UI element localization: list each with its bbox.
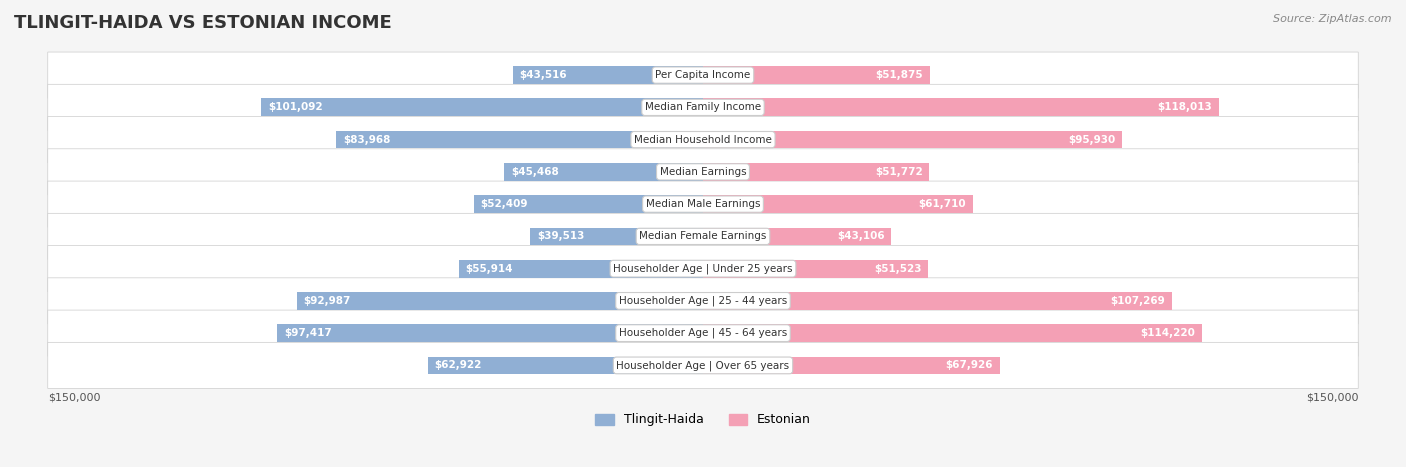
Bar	[703, 260, 928, 277]
Text: TLINGIT-HAIDA VS ESTONIAN INCOME: TLINGIT-HAIDA VS ESTONIAN INCOME	[14, 14, 392, 32]
Text: $39,513: $39,513	[537, 231, 585, 241]
Bar	[277, 324, 703, 342]
FancyBboxPatch shape	[48, 246, 1358, 292]
Bar	[703, 66, 929, 84]
Text: $150,000: $150,000	[48, 393, 100, 403]
Text: $55,914: $55,914	[465, 264, 513, 274]
Bar	[703, 292, 1171, 310]
Bar	[703, 324, 1202, 342]
Text: $118,013: $118,013	[1157, 102, 1212, 113]
Bar	[530, 227, 703, 245]
Text: Median Female Earnings: Median Female Earnings	[640, 231, 766, 241]
Text: $97,417: $97,417	[284, 328, 332, 338]
Bar	[505, 163, 703, 181]
Text: $43,516: $43,516	[519, 70, 567, 80]
Bar	[429, 356, 703, 374]
FancyBboxPatch shape	[48, 181, 1358, 227]
Text: Source: ZipAtlas.com: Source: ZipAtlas.com	[1274, 14, 1392, 24]
Text: $114,220: $114,220	[1140, 328, 1195, 338]
Text: $51,523: $51,523	[875, 264, 921, 274]
Text: $52,409: $52,409	[481, 199, 529, 209]
Bar	[703, 131, 1122, 149]
Text: Householder Age | Over 65 years: Householder Age | Over 65 years	[616, 360, 790, 371]
FancyBboxPatch shape	[48, 310, 1358, 356]
Text: $150,000: $150,000	[1306, 393, 1358, 403]
Text: $83,968: $83,968	[343, 134, 389, 145]
Bar	[297, 292, 703, 310]
Bar	[458, 260, 703, 277]
Text: Median Family Income: Median Family Income	[645, 102, 761, 113]
FancyBboxPatch shape	[48, 85, 1358, 130]
Text: $61,710: $61,710	[918, 199, 966, 209]
Text: $62,922: $62,922	[434, 361, 482, 370]
FancyBboxPatch shape	[48, 52, 1358, 98]
Bar	[474, 195, 703, 213]
Text: $51,875: $51,875	[876, 70, 924, 80]
Bar	[703, 163, 929, 181]
FancyBboxPatch shape	[48, 342, 1358, 389]
Text: Householder Age | Under 25 years: Householder Age | Under 25 years	[613, 263, 793, 274]
Text: $67,926: $67,926	[946, 361, 993, 370]
Text: $92,987: $92,987	[304, 296, 350, 306]
Text: $107,269: $107,269	[1111, 296, 1166, 306]
Text: Median Household Income: Median Household Income	[634, 134, 772, 145]
Text: $51,772: $51,772	[875, 167, 922, 177]
FancyBboxPatch shape	[48, 117, 1358, 163]
FancyBboxPatch shape	[48, 278, 1358, 324]
Text: Householder Age | 45 - 64 years: Householder Age | 45 - 64 years	[619, 328, 787, 339]
Bar	[703, 356, 1000, 374]
Bar	[336, 131, 703, 149]
Text: Median Male Earnings: Median Male Earnings	[645, 199, 761, 209]
Text: $43,106: $43,106	[837, 231, 884, 241]
Text: Median Earnings: Median Earnings	[659, 167, 747, 177]
Legend: Tlingit-Haida, Estonian: Tlingit-Haida, Estonian	[591, 409, 815, 432]
Text: $101,092: $101,092	[269, 102, 322, 113]
Text: Per Capita Income: Per Capita Income	[655, 70, 751, 80]
Bar	[262, 99, 703, 116]
Bar	[703, 195, 973, 213]
Bar	[703, 227, 891, 245]
FancyBboxPatch shape	[48, 213, 1358, 260]
Text: Householder Age | 25 - 44 years: Householder Age | 25 - 44 years	[619, 296, 787, 306]
Text: $95,930: $95,930	[1069, 134, 1115, 145]
Bar	[703, 99, 1219, 116]
FancyBboxPatch shape	[48, 149, 1358, 195]
Bar	[513, 66, 703, 84]
Text: $45,468: $45,468	[510, 167, 558, 177]
